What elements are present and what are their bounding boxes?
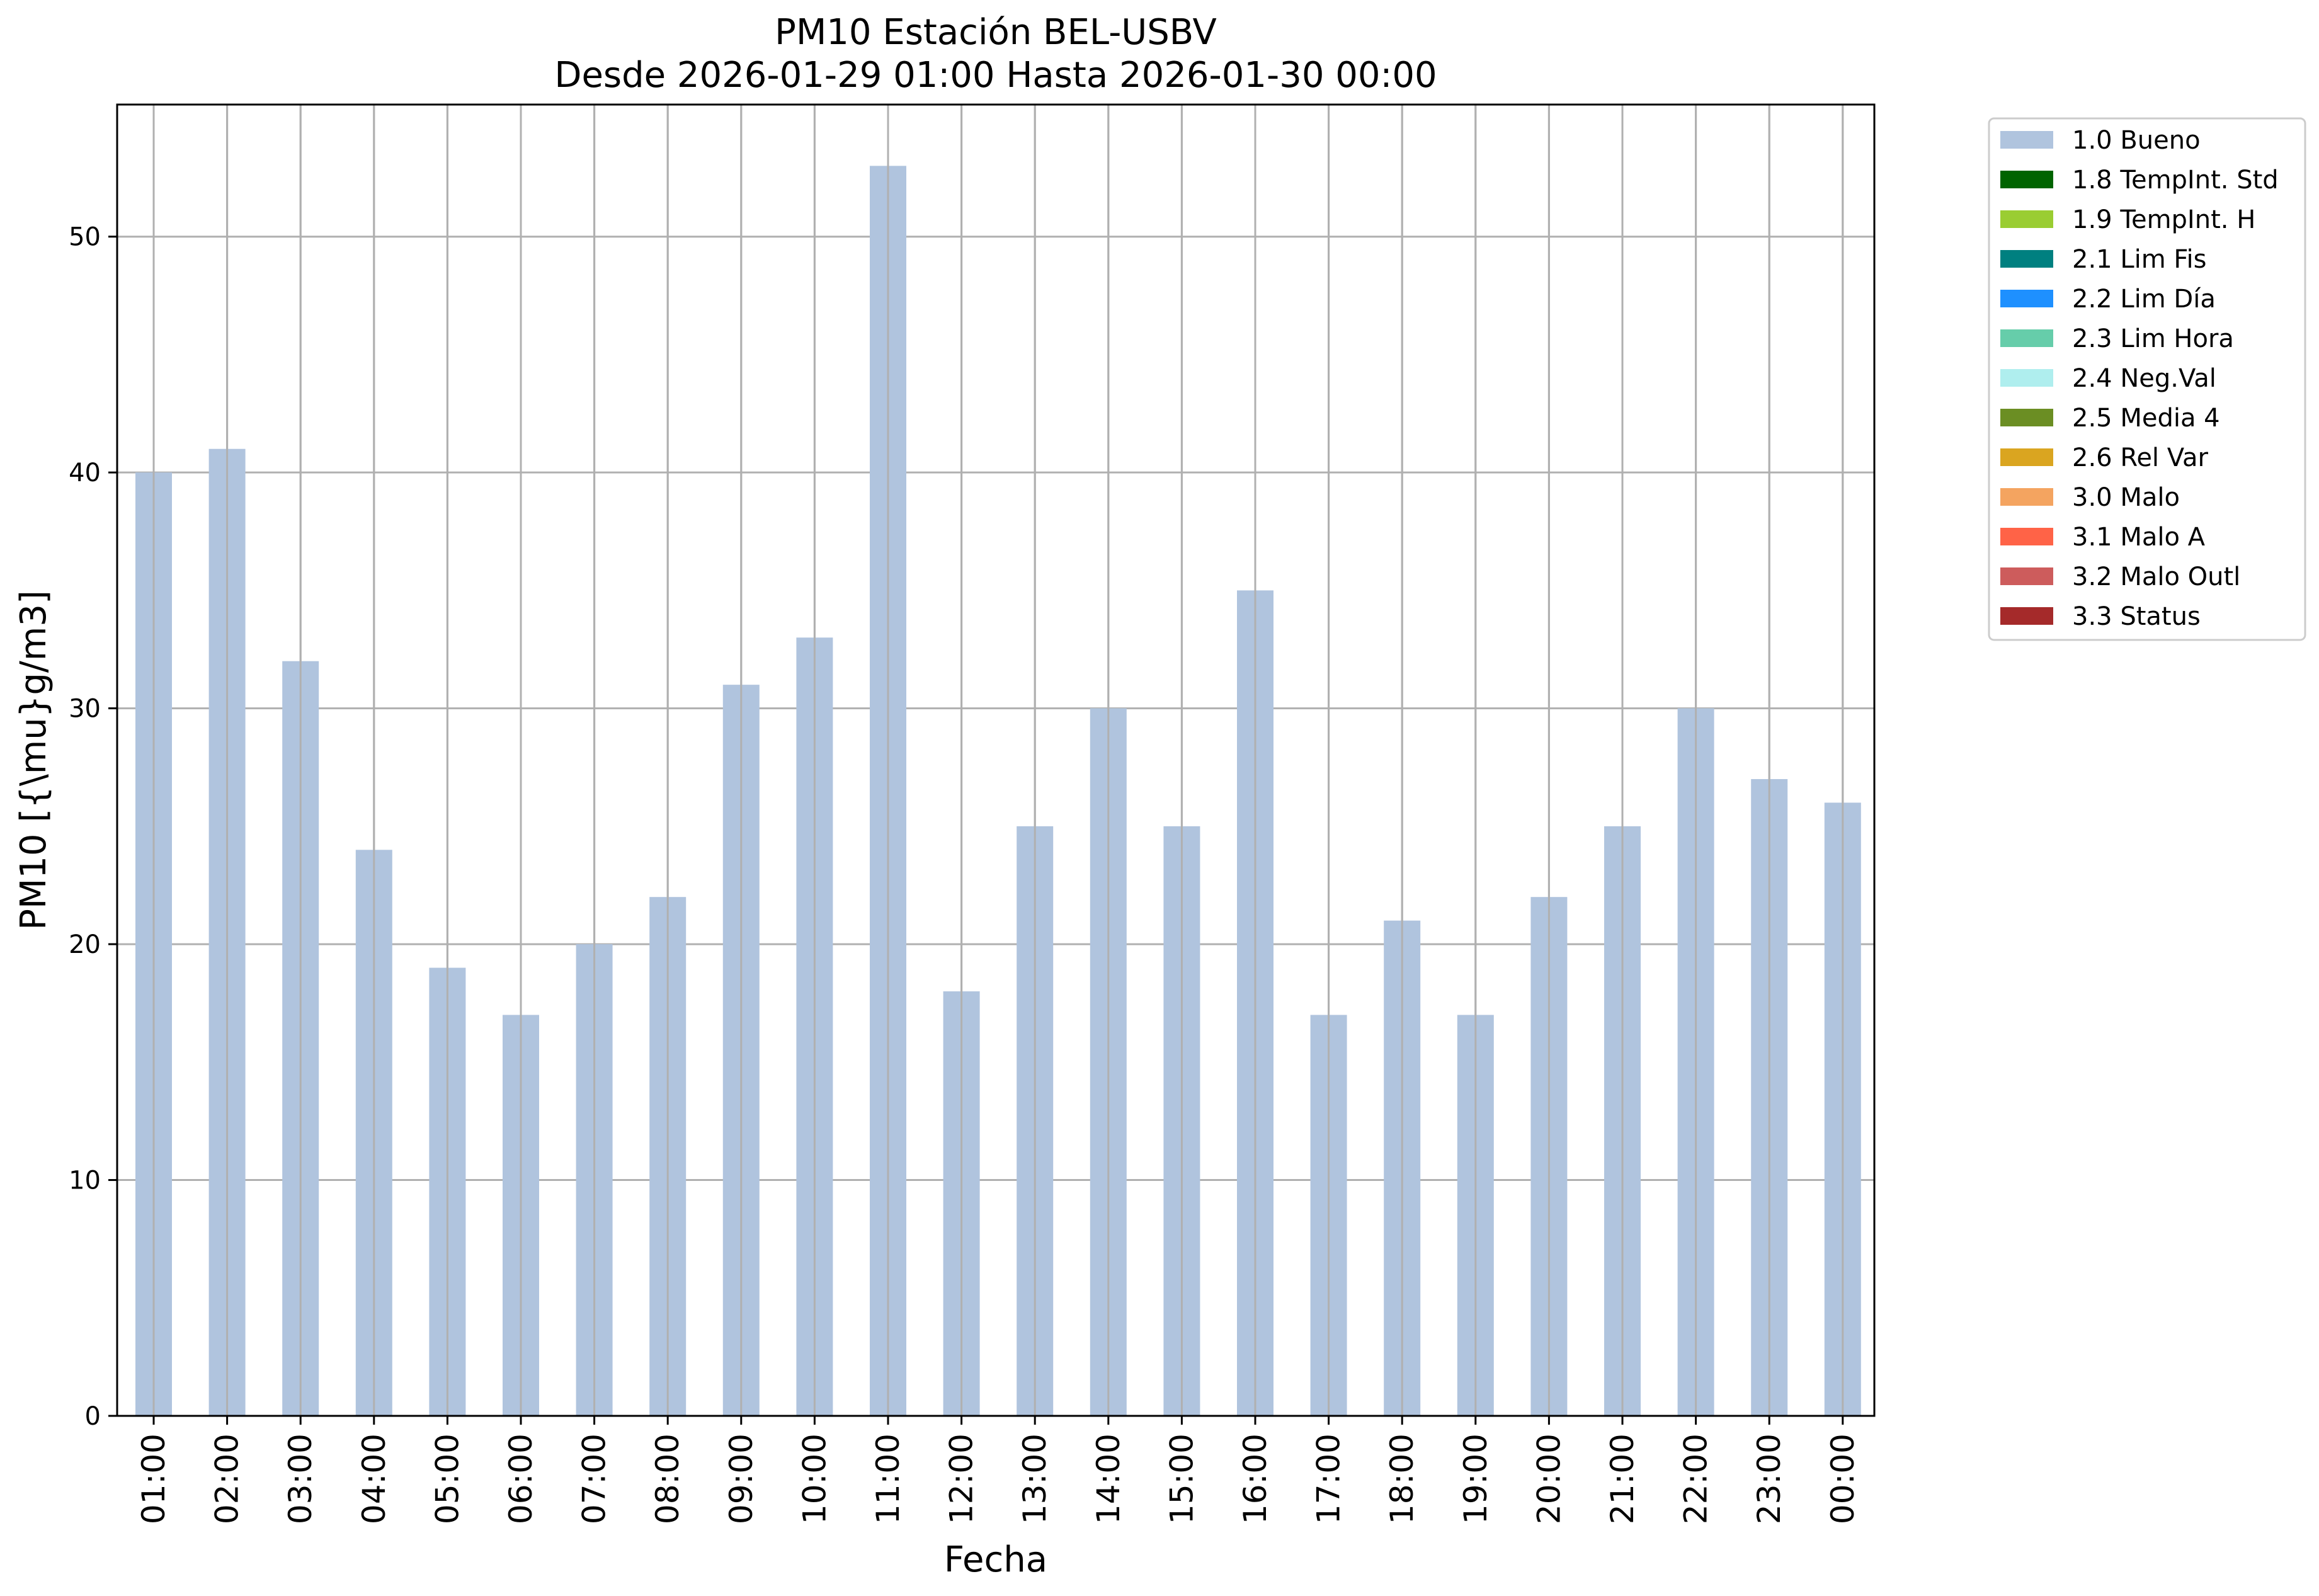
- x-tick-label: 12:00: [943, 1434, 980, 1524]
- x-tick-label: 03:00: [282, 1434, 319, 1524]
- y-tick-label: 50: [69, 223, 101, 252]
- legend-label: 1.0 Bueno: [2072, 126, 2201, 155]
- x-tick-label: 00:00: [1825, 1434, 1861, 1524]
- legend-swatch: [2000, 607, 2053, 625]
- legend-swatch: [2000, 329, 2053, 347]
- x-tick-label: 20:00: [1530, 1434, 1567, 1524]
- legend-swatch: [2000, 488, 2053, 506]
- x-tick-label: 19:00: [1457, 1434, 1494, 1524]
- legend-swatch: [2000, 210, 2053, 228]
- legend-label: 3.1 Malo A: [2072, 523, 2206, 552]
- x-tick-label: 22:00: [1678, 1434, 1714, 1524]
- legend: 1.0 Bueno 1.8 TempInt. Std 1.9 TempInt. H 2…: [1988, 117, 2306, 641]
- legend-swatch: [2000, 528, 2053, 545]
- x-tick-label: 14:00: [1090, 1434, 1127, 1524]
- y-tick-label: 30: [69, 695, 101, 724]
- legend-swatch: [2000, 250, 2053, 268]
- x-tick-label: 02:00: [209, 1434, 246, 1524]
- legend-label: 3.0 Malo: [2072, 483, 2180, 512]
- y-tick-label: 10: [69, 1166, 101, 1195]
- x-tick-label: 01:00: [135, 1434, 172, 1524]
- legend-swatch: [2000, 290, 2053, 307]
- legend-label: 2.5 Media 4: [2072, 404, 2220, 433]
- y-tick-label: 40: [69, 459, 101, 487]
- bars: [135, 105, 1861, 1416]
- x-tick-label: 23:00: [1751, 1434, 1787, 1524]
- y-tick-label: 0: [85, 1402, 101, 1431]
- x-axis-label: Fecha: [944, 1539, 1047, 1580]
- x-tick-label: 11:00: [870, 1434, 906, 1524]
- legend-swatch: [2000, 369, 2053, 387]
- legend-label: 2.2 Lim Día: [2072, 285, 2216, 314]
- x-tick-label: 16:00: [1237, 1434, 1273, 1524]
- x-tick-label: 13:00: [1017, 1434, 1053, 1524]
- x-tick-label: 05:00: [429, 1434, 465, 1524]
- legend-label: 2.6 Rel Var: [2072, 443, 2209, 472]
- y-axis-ticks: 0 10 20 30 40 50: [69, 223, 117, 1431]
- x-tick-label: 04:00: [356, 1434, 392, 1524]
- legend-swatch: [2000, 409, 2053, 426]
- legend-label: 3.3 Status: [2072, 602, 2201, 631]
- legend-label: 2.1 Lim Fis: [2072, 245, 2206, 274]
- legend-label: 2.4 Neg.Val: [2072, 364, 2216, 393]
- x-tick-label: 15:00: [1163, 1434, 1200, 1524]
- legend-label: 1.9 TempInt. H: [2072, 205, 2255, 234]
- legend-label: 3.2 Malo Outl: [2072, 562, 2240, 591]
- x-tick-label: 17:00: [1311, 1434, 1347, 1524]
- x-tick-label: 10:00: [796, 1434, 833, 1524]
- chart-title: PM10 Estación BEL-USBV: [775, 12, 1217, 53]
- legend-swatch: [2000, 567, 2053, 585]
- x-tick-label: 21:00: [1604, 1434, 1641, 1524]
- chart-subtitle: Desde 2026-01-29 01:00 Hasta 2026-01-30 …: [554, 55, 1437, 96]
- legend-swatch: [2000, 448, 2053, 466]
- x-tick-label: 09:00: [723, 1434, 760, 1524]
- legend-label: 1.8 TempInt. Std: [2072, 166, 2279, 195]
- x-axis-ticks: 01:00 02:00 03:00 04:00 05:00 06:00 07:00 08:00…: [135, 1416, 1861, 1524]
- legend-label: 2.3 Lim Hora: [2072, 324, 2234, 353]
- x-tick-label: 07:00: [576, 1434, 613, 1524]
- plot-frame: [116, 103, 1876, 1417]
- x-tick-label: 18:00: [1384, 1434, 1420, 1524]
- legend-swatch: [2000, 131, 2053, 149]
- x-tick-label: 08:00: [649, 1434, 686, 1524]
- legend-frame: [1988, 117, 2306, 641]
- legend-swatch: [2000, 171, 2053, 188]
- y-tick-label: 20: [69, 930, 101, 959]
- x-tick-label: 06:00: [503, 1434, 539, 1524]
- y-axis-label: PM10 [{\mu}g/m3]: [13, 590, 54, 930]
